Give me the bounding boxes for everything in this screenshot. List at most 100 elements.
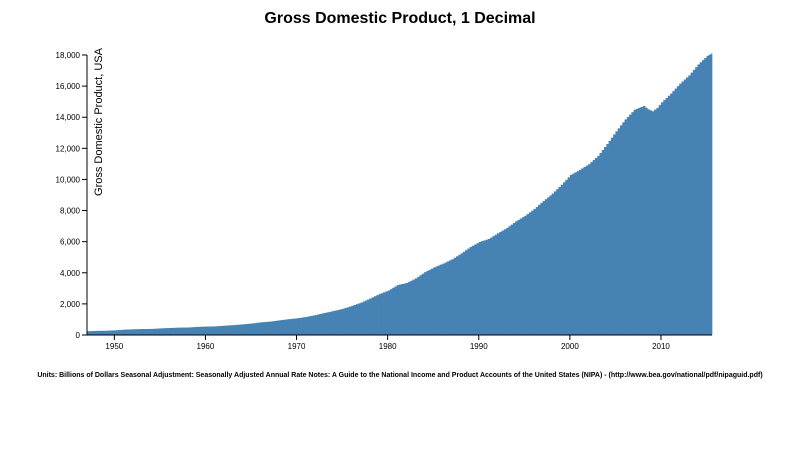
gdp-bar: [266, 321, 270, 335]
gdp-bar: [711, 53, 713, 335]
gdp-bar: [574, 172, 578, 335]
gdp-bar: [250, 323, 254, 335]
gdp-bar: [396, 285, 400, 335]
gdp-bar: [257, 322, 261, 335]
gdp-bar: [440, 264, 443, 335]
gdp-bar: [688, 75, 691, 335]
gdp-bar: [674, 88, 678, 335]
gdp-bar: [91, 331, 95, 335]
gdp-bar: [487, 238, 491, 335]
gdp-bar: [588, 164, 591, 335]
gdp-bar: [348, 306, 352, 335]
gdp-bar: [216, 326, 220, 335]
chart-title: Gross Domestic Product, 1 Decimal: [264, 10, 536, 27]
gdp-bar: [371, 297, 375, 335]
gdp-bar: [166, 328, 170, 335]
gdp-bar: [544, 199, 548, 335]
gdp-bar: [255, 322, 259, 335]
gdp-bar: [246, 323, 250, 335]
gdp-bar: [264, 321, 268, 335]
x-tick-label: 1970: [288, 342, 306, 351]
gdp-bar: [692, 69, 696, 335]
gdp-bar: [567, 177, 571, 335]
gdp-bar: [294, 318, 297, 335]
gdp-bar: [704, 57, 707, 335]
gdp-bar: [478, 241, 482, 335]
x-tick-label: 1950: [105, 342, 123, 351]
gdp-bar: [403, 283, 407, 335]
gdp-bar: [599, 152, 603, 335]
gdp-bar: [141, 329, 145, 335]
gdp-bar: [399, 284, 402, 335]
gdp-bar: [640, 106, 644, 335]
y-tick-label: 0: [76, 331, 81, 340]
gdp-bar: [394, 286, 398, 335]
gdp-bar: [419, 275, 423, 335]
gdp-bar: [708, 54, 712, 335]
gdp-bar: [656, 107, 660, 335]
gdp-bar: [508, 226, 512, 335]
gdp-bar: [312, 315, 316, 335]
gdp-bar: [658, 105, 662, 335]
gdp-bar: [417, 276, 420, 335]
gdp-bar: [540, 203, 543, 335]
gdp-bar: [601, 150, 605, 335]
gdp-bar: [344, 308, 348, 335]
gdp-bar: [383, 292, 386, 335]
gdp-bar: [191, 327, 195, 335]
gdp-bar: [610, 137, 614, 335]
gdp-bar: [369, 298, 373, 335]
gdp-bar: [597, 155, 600, 335]
gdp-bar: [260, 322, 263, 335]
gdp-bar: [280, 320, 284, 335]
gdp-bar: [285, 319, 288, 335]
gdp-bar: [645, 107, 648, 335]
gdp-bar: [150, 328, 154, 335]
x-tick-label: 2010: [652, 342, 670, 351]
gdp-bar: [695, 67, 698, 335]
gdp-bar: [148, 328, 152, 335]
gdp-bar: [414, 278, 418, 335]
gdp-bar: [143, 328, 147, 335]
gdp-bar: [697, 64, 701, 335]
gdp-bar: [319, 314, 322, 335]
gdp-bar: [410, 280, 414, 335]
gdp-bar: [137, 329, 140, 335]
y-tick-label: 8,000: [60, 207, 81, 216]
gdp-bar: [604, 147, 607, 335]
gdp-bar: [139, 329, 143, 335]
gdp-bar: [132, 329, 136, 335]
gdp-bar: [134, 329, 138, 335]
gdp-bar: [499, 231, 502, 335]
gdp-bar: [196, 326, 199, 335]
gdp-bar: [537, 205, 541, 335]
gdp-bar: [649, 110, 653, 335]
gdp-bar: [121, 329, 124, 335]
gdp-bar: [212, 326, 215, 335]
gdp-bar: [125, 329, 129, 335]
gdp-bar: [230, 325, 234, 335]
gdp-bar: [235, 324, 238, 335]
gdp-bar: [298, 317, 302, 335]
gdp-bar: [494, 234, 498, 335]
gdp-bar: [162, 328, 165, 335]
gdp-bar: [578, 169, 582, 335]
gdp-bar: [96, 330, 99, 335]
gdp-bar: [412, 279, 416, 335]
gdp-bar: [522, 217, 525, 335]
gdp-bar: [346, 307, 350, 335]
y-tick-label: 16,000: [56, 82, 81, 91]
gdp-bar: [619, 125, 623, 335]
gdp-bar: [558, 186, 562, 335]
gdp-bar: [332, 310, 336, 335]
gdp-bar: [335, 310, 338, 335]
gdp-bar: [330, 311, 334, 335]
gdp-bar: [241, 324, 245, 335]
gdp-bar: [405, 282, 409, 335]
gdp-bar: [583, 167, 587, 335]
gdp-bar: [93, 330, 97, 335]
gdp-bar: [221, 325, 225, 335]
gdp-bar: [328, 311, 332, 335]
gdp-bar: [305, 316, 309, 335]
